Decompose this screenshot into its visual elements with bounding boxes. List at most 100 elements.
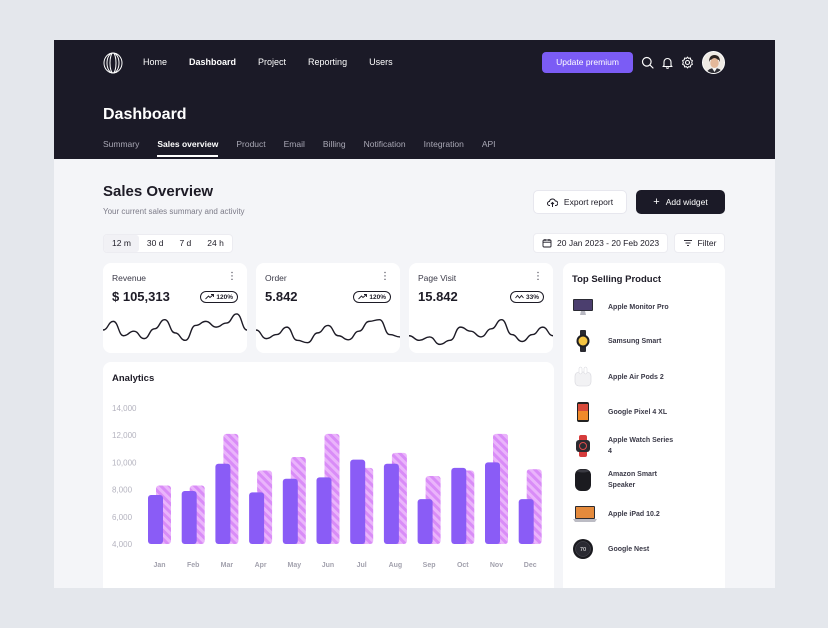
avatar[interactable]: [702, 51, 725, 74]
filter-icon: [683, 240, 692, 246]
add-widget-label: Add widget: [665, 197, 708, 207]
bar-series-1[interactable]: [485, 462, 500, 544]
bar-series-1[interactable]: [518, 499, 534, 544]
product-item[interactable]: Amazon Smart Speaker: [572, 467, 722, 493]
bar-series-1[interactable]: [316, 477, 332, 544]
page-title: Dashboard: [103, 106, 187, 123]
product-item[interactable]: 70 Google Nest: [572, 536, 722, 562]
app-window: Home Dashboard Project Reporting Users U…: [54, 40, 775, 588]
stat-badge-text: 120%: [216, 293, 233, 301]
sparkline-path: [409, 318, 553, 346]
product-item[interactable]: Apple iPad 10.2: [572, 501, 722, 527]
product-item[interactable]: Samsung Smart: [572, 328, 722, 354]
product-item[interactable]: Apple Watch Series 4: [572, 433, 722, 459]
bar-series-1[interactable]: [215, 463, 231, 544]
bar-series-1[interactable]: [451, 467, 467, 544]
monitor-icon: [572, 296, 594, 318]
stat-badge: 120%: [353, 291, 391, 303]
trend-up-icon: [205, 294, 215, 300]
stat-label: Revenue: [112, 273, 147, 283]
x-tick-label: Feb: [187, 562, 199, 569]
bar-series-1[interactable]: [350, 459, 366, 544]
stat-label: Page Visit: [418, 273, 457, 283]
section-title: Sales Overview: [103, 183, 214, 200]
bar-series-1[interactable]: [417, 499, 433, 544]
bell-icon[interactable]: [661, 56, 674, 69]
product-item[interactable]: Apple Monitor Pro: [572, 294, 722, 320]
top-header: Home Dashboard Project Reporting Users U…: [54, 40, 775, 159]
update-premium-button[interactable]: Update premium: [542, 52, 633, 73]
tab-billing[interactable]: Billing: [322, 139, 346, 149]
x-tick-label: Mar: [221, 562, 234, 569]
nav-reporting[interactable]: Reporting: [308, 57, 348, 67]
bar-series-1[interactable]: [383, 463, 399, 544]
bar-series-1[interactable]: [181, 490, 197, 544]
product-name: Apple Monitor Pro: [608, 303, 669, 311]
add-widget-button[interactable]: + Add widget: [636, 190, 725, 214]
date-range-text: 20 Jan 2023 - 20 Feb 2023: [557, 238, 660, 248]
product-item[interactable]: Google Pixel 4 XL: [572, 399, 722, 425]
date-range-picker[interactable]: 20 Jan 2023 - 20 Feb 2023: [533, 233, 668, 253]
sparkline: [409, 318, 553, 346]
sparkline-path: [256, 318, 400, 344]
trend-mixed-icon: [515, 294, 524, 299]
user-avatar-icon: [703, 52, 724, 73]
tab-integration[interactable]: Integration: [423, 139, 464, 149]
stat-badge: 120%: [200, 291, 238, 303]
more-options-icon[interactable]: ⋮: [380, 271, 390, 282]
nav-users[interactable]: Users: [369, 57, 393, 67]
main-nav: Home Dashboard Project Reporting Users: [143, 56, 415, 68]
more-options-icon[interactable]: ⋮: [533, 271, 543, 282]
export-report-button[interactable]: Export report: [533, 190, 627, 214]
x-tick-label: Jul: [357, 562, 367, 569]
more-options-icon[interactable]: ⋮: [227, 271, 237, 282]
bar-series-1[interactable]: [249, 492, 265, 544]
nav-project[interactable]: Project: [258, 57, 287, 67]
phone-icon: [572, 401, 594, 423]
search-icon[interactable]: [641, 56, 654, 69]
stat-card-order: Order ⋮ 5.842 120%: [256, 263, 400, 353]
time-range-selector: 12 m 30 d 7 d 24 h: [103, 234, 233, 253]
tab-product[interactable]: Product: [236, 139, 266, 149]
tab-notification[interactable]: Notification: [363, 139, 406, 149]
product-name: Apple iPad 10.2: [608, 510, 660, 518]
product-item[interactable]: Apple Air Pods 2: [572, 364, 722, 390]
tab-email[interactable]: Email: [283, 139, 305, 149]
range-24h[interactable]: 24 h: [207, 238, 224, 248]
range-12m[interactable]: 12 m: [104, 235, 139, 252]
y-tick-label: 6,000: [112, 513, 133, 522]
stat-card-page-visit: Page Visit ⋮ 15.842 33%: [409, 263, 553, 353]
analytics-card: Analytics 4,000 6,000 8,000 10,000 12,000 14,…: [103, 362, 554, 588]
bar-series-1[interactable]: [148, 495, 163, 544]
watch-icon: [572, 435, 594, 457]
smartwatch-icon: [572, 330, 594, 352]
product-name: Amazon Smart Speaker: [608, 471, 658, 489]
range-7d[interactable]: 7 d: [179, 238, 192, 248]
stat-badge-text: 120%: [369, 293, 386, 301]
cloud-upload-icon: [546, 197, 558, 207]
tab-summary[interactable]: Summary: [103, 139, 140, 149]
analytics-title: Analytics: [112, 373, 155, 384]
bar-series-1[interactable]: [282, 478, 298, 544]
logo-icon[interactable]: [102, 52, 124, 74]
sparkline-path: [103, 313, 247, 342]
y-tick-label: 4,000: [112, 540, 133, 549]
x-tick-label: May: [287, 562, 301, 569]
stat-label: Order: [265, 273, 287, 283]
filter-button[interactable]: Filter: [674, 233, 725, 253]
x-tick-label: Nov: [490, 562, 503, 569]
top-selling-title: Top Selling Product: [572, 274, 662, 285]
thermostat-icon: 70: [572, 538, 594, 560]
gear-icon[interactable]: [681, 56, 694, 69]
range-30d[interactable]: 30 d: [146, 238, 164, 248]
stat-value: 5.842: [265, 289, 298, 304]
product-name: Apple Watch Series 4: [608, 437, 674, 455]
x-tick-label: Sep: [423, 562, 436, 569]
nav-dashboard[interactable]: Dashboard: [189, 57, 237, 67]
nav-home[interactable]: Home: [143, 57, 168, 67]
tab-api[interactable]: API: [481, 139, 496, 149]
x-tick-label: Oct: [457, 562, 469, 569]
x-tick-label: Aug: [389, 562, 403, 569]
tab-sales-overview[interactable]: Sales overview: [157, 139, 218, 157]
